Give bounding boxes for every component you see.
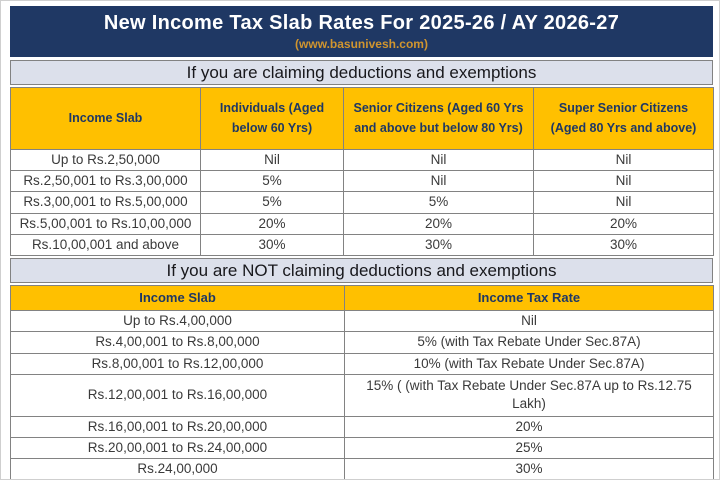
rate-cell: 20% (533, 212, 714, 235)
table-row: Rs.2,50,001 to Rs.3,00,000 5% Nil Nil (10, 170, 714, 193)
table-row: Rs.3,00,001 to Rs.5,00,000 5% 5% Nil (10, 191, 714, 214)
column-header-income-tax-rate: Income Tax Rate (344, 285, 714, 312)
rate-cell: Nil (200, 148, 344, 172)
rate-cell: 20% (343, 212, 534, 235)
table-not-claiming-deductions: Income Slab Income Tax Rate Up to Rs.4,0… (10, 285, 714, 479)
rate-cell: Nil (533, 191, 714, 214)
page-title: New Income Tax Slab Rates For 2025-26 / … (103, 12, 620, 34)
rate-cell: 20% (344, 415, 714, 439)
rate-cell: Nil (343, 170, 534, 193)
income-slab-cell: Rs.5,00,001 to Rs.10,00,000 (10, 212, 201, 235)
rate-cell: Nil (344, 310, 714, 333)
table-row: Rs.16,00,001 to Rs.20,00,000 20% (10, 415, 714, 439)
column-header-individuals: Individuals (Aged below 60 Yrs) (200, 87, 344, 150)
rate-cell: 15% ( (with Tax Rebate Under Sec.87A up … (344, 373, 714, 417)
table-row: Rs.8,00,001 to Rs.12,00,000 10% (with Ta… (10, 352, 714, 375)
income-slab-cell: Rs.10,00,001 and above (10, 233, 201, 257)
column-header-income-slab: Income Slab (10, 285, 345, 312)
rate-cell: 30% (344, 458, 714, 479)
income-slab-cell: Rs.24,00,000 (10, 458, 345, 479)
rate-cell: Nil (533, 148, 714, 172)
rate-cell: 30% (533, 233, 714, 257)
table-row: Rs.10,00,001 and above 30% 30% 30% (10, 233, 714, 257)
column-header-super-senior-citizens: Super Senior Citizens (Aged 80 Yrs and a… (533, 87, 714, 150)
table-row: Rs.20,00,001 to Rs.24,00,000 25% (10, 437, 714, 460)
website-url: (www.basunivesh.com) (295, 37, 428, 51)
content-area: New Income Tax Slab Rates For 2025-26 / … (10, 6, 714, 479)
rate-cell: 5% (200, 191, 344, 214)
rate-cell: 20% (200, 212, 344, 235)
table-row: Rs.12,00,001 to Rs.16,00,000 15% ( (with… (10, 373, 714, 417)
income-slab-cell: Rs.8,00,001 to Rs.12,00,000 (10, 352, 345, 375)
table-row: Rs.5,00,001 to Rs.10,00,000 20% 20% 20% (10, 212, 714, 235)
rate-cell: 5% (200, 170, 344, 193)
rate-cell: Nil (533, 170, 714, 193)
rate-cell: 30% (200, 233, 344, 257)
column-header-income-slab: Income Slab (10, 87, 201, 150)
income-slab-cell: Rs.16,00,001 to Rs.20,00,000 (10, 415, 345, 439)
column-header-senior-citizens: Senior Citizens (Aged 60 Yrs and above b… (343, 87, 534, 150)
income-slab-cell: Rs.12,00,001 to Rs.16,00,000 (10, 373, 345, 417)
rate-cell: 5% (343, 191, 534, 214)
rate-cell: 10% (with Tax Rebate Under Sec.87A) (344, 352, 714, 375)
income-slab-cell: Rs.2,50,001 to Rs.3,00,000 (10, 170, 201, 193)
section-band-claiming: If you are claiming deductions and exemp… (10, 60, 713, 85)
rate-cell: 25% (344, 437, 714, 460)
table-header-row: Income Slab Income Tax Rate (10, 285, 714, 312)
income-slab-cell: Up to Rs.2,50,000 (10, 148, 201, 172)
table-row: Up to Rs.4,00,000 Nil (10, 310, 714, 333)
table-claiming-deductions: Income Slab Individuals (Aged below 60 Y… (10, 87, 714, 257)
table-header-row: Income Slab Individuals (Aged below 60 Y… (10, 87, 714, 150)
table-row: Rs.4,00,001 to Rs.8,00,000 5% (with Tax … (10, 331, 714, 354)
income-slab-cell: Rs.3,00,001 to Rs.5,00,000 (10, 191, 201, 214)
rate-cell: Nil (343, 148, 534, 172)
income-slab-cell: Rs.4,00,001 to Rs.8,00,000 (10, 331, 345, 354)
section-band-not-claiming: If you are NOT claiming deductions and e… (10, 258, 713, 284)
income-slab-cell: Rs.20,00,001 to Rs.24,00,000 (10, 437, 345, 460)
income-slab-cell: Up to Rs.4,00,000 (10, 310, 345, 333)
rate-cell: 5% (with Tax Rebate Under Sec.87A) (344, 331, 714, 354)
title-bar: New Income Tax Slab Rates For 2025-26 / … (10, 6, 713, 57)
table-row: Rs.24,00,000 30% (10, 458, 714, 479)
table-row: Up to Rs.2,50,000 Nil Nil Nil (10, 148, 714, 172)
rate-cell: 30% (343, 233, 534, 257)
